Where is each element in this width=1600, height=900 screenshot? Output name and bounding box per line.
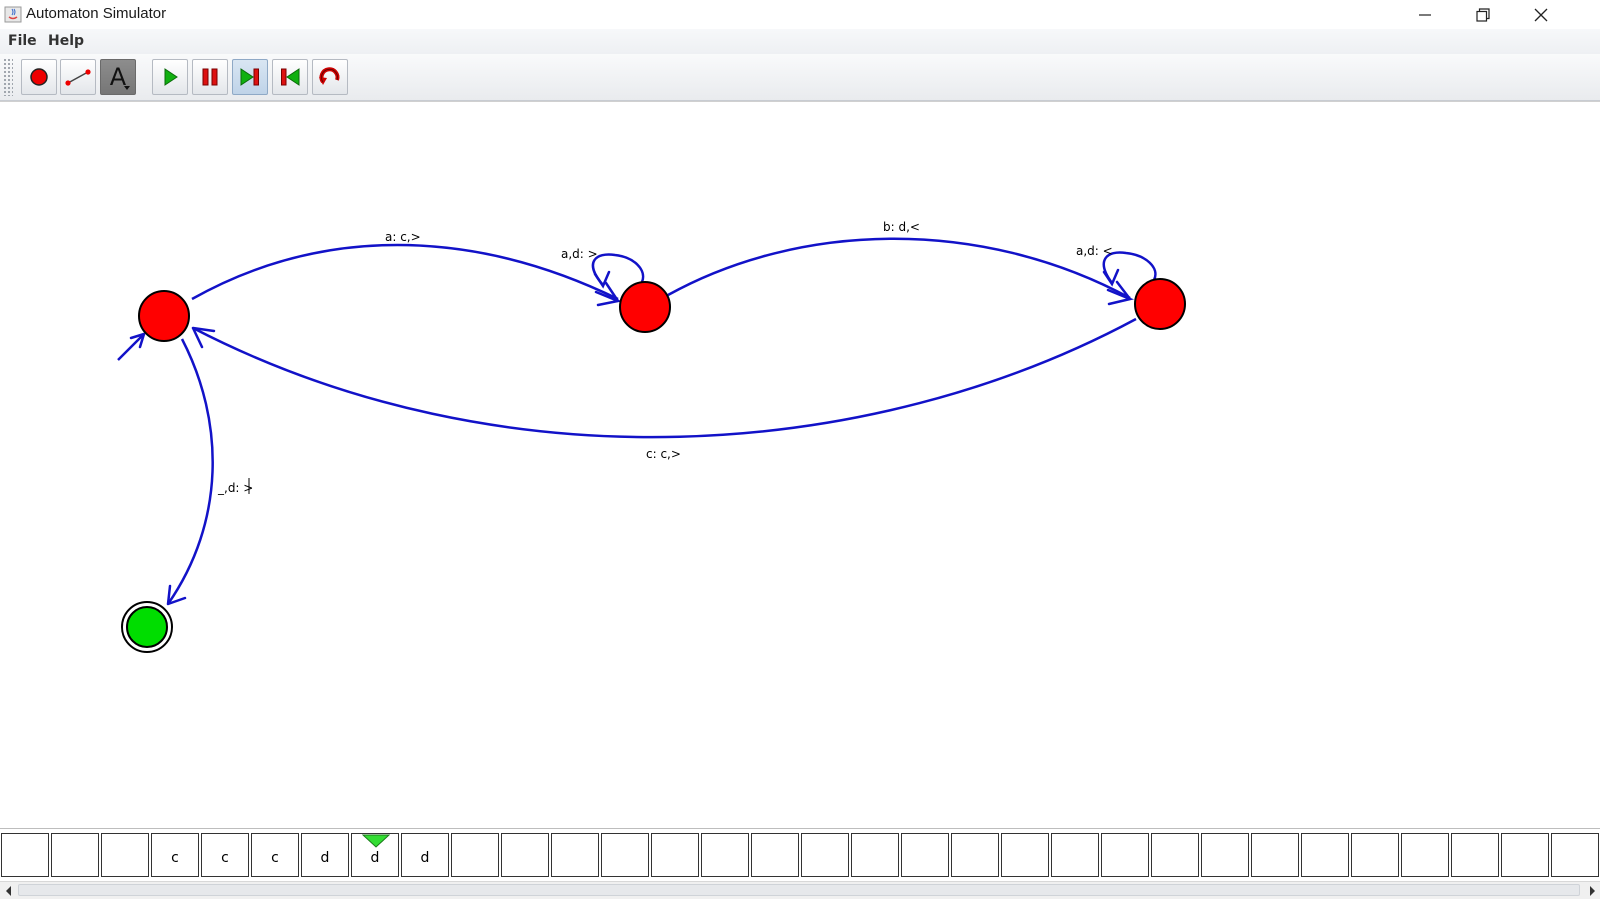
tape-cell[interactable] xyxy=(1501,833,1549,877)
tape-cell[interactable] xyxy=(101,833,149,877)
arrowhead-q3 xyxy=(166,584,187,606)
add-transition-button[interactable] xyxy=(60,59,96,95)
transition-q0-q1[interactable] xyxy=(191,243,619,301)
initial-arrow xyxy=(117,333,145,361)
text-A-icon: A xyxy=(109,63,127,91)
arrowhead-q2 xyxy=(1106,280,1135,306)
close-button[interactable] xyxy=(1512,0,1570,29)
tape-cell[interactable] xyxy=(1151,833,1199,877)
menu-help[interactable]: Help xyxy=(48,33,85,49)
tape-cell[interactable] xyxy=(551,833,599,877)
tape-cell[interactable] xyxy=(1051,833,1099,877)
tape-cell[interactable] xyxy=(1201,833,1249,877)
tape-cell[interactable] xyxy=(1101,833,1149,877)
tape-cell[interactable] xyxy=(701,833,749,877)
arrowhead-q1-loop xyxy=(593,270,611,289)
tape-cell[interactable] xyxy=(1251,833,1299,877)
state-q1[interactable] xyxy=(619,281,671,333)
tape-cell[interactable] xyxy=(601,833,649,877)
step-back-button[interactable] xyxy=(272,59,308,95)
tape-cell[interactable] xyxy=(451,833,499,877)
transition-q1-loop[interactable] xyxy=(591,253,645,286)
restore-icon xyxy=(1476,7,1490,22)
toolbar-grip[interactable] xyxy=(3,58,13,96)
label-q2-q0[interactable]: c: c,> xyxy=(646,447,681,461)
tape-cell[interactable] xyxy=(801,833,849,877)
scrollbar-thumb[interactable] xyxy=(18,884,1580,896)
tape-cell[interactable]: c xyxy=(151,833,199,877)
arrowhead-initial xyxy=(129,332,146,349)
menu-file[interactable]: File xyxy=(8,33,37,49)
label-q0-q1[interactable]: a: c,> xyxy=(385,230,421,244)
tape-cell[interactable] xyxy=(1351,833,1399,877)
tape-cell[interactable] xyxy=(751,833,799,877)
restore-button[interactable] xyxy=(1454,0,1512,29)
label-q2-loop[interactable]: a,d: < xyxy=(1076,244,1113,258)
text-tool-button[interactable]: A xyxy=(100,59,136,95)
title-bar: Automaton Simulator xyxy=(0,0,1600,29)
label-q1-q2[interactable]: b: d,< xyxy=(883,220,920,234)
play-icon xyxy=(164,68,178,86)
state-q2[interactable] xyxy=(1134,278,1186,330)
tape-scrollbar[interactable] xyxy=(0,881,1600,899)
minimize-icon xyxy=(1419,13,1431,16)
tape-cell[interactable] xyxy=(1301,833,1349,877)
toolbar: A xyxy=(0,54,1600,101)
automaton-canvas[interactable]: a: c,> a,d: > b: d,< a,d: < c: c,> _,d: … xyxy=(0,101,1600,828)
tape-cell[interactable] xyxy=(851,833,899,877)
window-title: Automaton Simulator xyxy=(26,5,167,22)
arrowhead-q2-loop xyxy=(1102,268,1120,287)
menu-bar: File Help xyxy=(0,29,1600,54)
label-q0-q3[interactable]: _,d: > xyxy=(217,481,253,495)
step-forward-icon xyxy=(240,68,259,86)
label-q1-loop[interactable]: a,d: > xyxy=(561,247,598,261)
tape-cell[interactable] xyxy=(651,833,699,877)
transition-line-icon xyxy=(65,69,91,86)
scroll-left-button[interactable] xyxy=(0,882,17,899)
tape-cell[interactable]: d xyxy=(401,833,449,877)
pause-icon xyxy=(202,68,218,86)
java-app-icon xyxy=(4,6,22,23)
tape-cell[interactable]: c xyxy=(201,833,249,877)
state-q3-accepting[interactable] xyxy=(121,601,173,653)
arrowhead-q1 xyxy=(594,281,623,307)
tape-cell[interactable] xyxy=(951,833,999,877)
reset-icon xyxy=(319,67,340,85)
close-icon xyxy=(1534,8,1548,21)
tape-cell[interactable] xyxy=(1551,833,1599,877)
tape-cell[interactable] xyxy=(51,833,99,877)
tape-cell[interactable] xyxy=(1001,833,1049,877)
reset-button[interactable] xyxy=(312,59,348,95)
transition-q2-loop[interactable] xyxy=(1102,251,1157,284)
tape-cell[interactable] xyxy=(501,833,549,877)
transition-q0-q3[interactable] xyxy=(166,338,214,605)
transition-q1-q2[interactable] xyxy=(667,237,1131,300)
tape-head-marker-icon xyxy=(362,834,390,848)
play-button[interactable] xyxy=(152,59,188,95)
pause-button[interactable] xyxy=(192,59,228,95)
tape-cell[interactable]: d xyxy=(301,833,349,877)
step-back-icon xyxy=(281,68,300,86)
arrowhead-q0-back xyxy=(191,326,216,349)
tape-cell[interactable] xyxy=(1451,833,1499,877)
transition-q2-q0[interactable] xyxy=(192,317,1137,439)
tape-cell[interactable] xyxy=(1401,833,1449,877)
minimize-button[interactable] xyxy=(1396,0,1454,29)
tape-cell[interactable] xyxy=(901,833,949,877)
state-q0[interactable] xyxy=(138,290,190,342)
scroll-right-button[interactable] xyxy=(1583,882,1600,899)
scroll-left-icon xyxy=(5,885,11,896)
dropdown-caret-icon xyxy=(124,86,130,90)
tape-cell[interactable]: c xyxy=(251,833,299,877)
step-forward-button[interactable] xyxy=(232,59,268,95)
automaton-graph[interactable]: a: c,> a,d: > b: d,< a,d: < c: c,> _,d: … xyxy=(0,102,1600,828)
add-state-button[interactable] xyxy=(21,59,57,95)
scroll-right-icon xyxy=(1589,885,1595,896)
tape-cell[interactable] xyxy=(1,833,49,877)
record-icon xyxy=(30,68,48,86)
